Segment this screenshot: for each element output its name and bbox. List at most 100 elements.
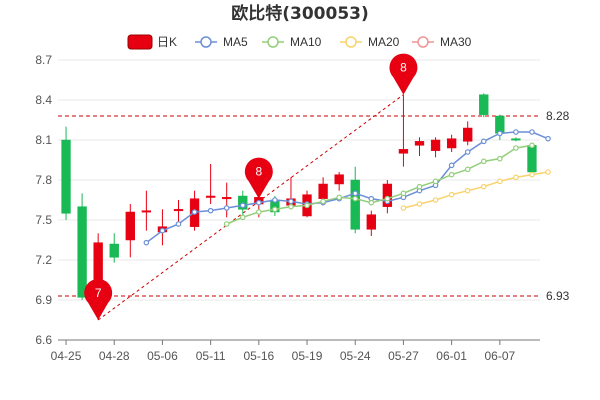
candle bbox=[141, 190, 152, 231]
legend-item-ma5: MA5 bbox=[195, 35, 248, 49]
marker-pin: 8 bbox=[389, 53, 418, 95]
candle bbox=[173, 200, 184, 224]
ma-point-ma5 bbox=[159, 227, 166, 234]
candle bbox=[495, 114, 505, 140]
ma-point-ma20 bbox=[480, 183, 487, 190]
legend-label-k: 日K bbox=[157, 35, 177, 49]
ma-point-ma10 bbox=[464, 166, 471, 173]
candle-body bbox=[398, 149, 409, 154]
marker-pin-shape bbox=[84, 278, 113, 320]
ma-point-ma10 bbox=[432, 178, 439, 185]
candle-body bbox=[382, 183, 393, 207]
candle bbox=[109, 233, 119, 263]
legend-item-k: 日K bbox=[127, 34, 177, 50]
marker-pin-shape bbox=[389, 53, 418, 95]
ma-line-ma20 bbox=[403, 171, 549, 209]
ma-point-ma20 bbox=[545, 169, 551, 175]
ma-point-ma20 bbox=[448, 191, 455, 198]
ma-point-ma10 bbox=[368, 199, 375, 206]
legend: 日K MA5 MA10 MA20 MA30 bbox=[127, 34, 472, 50]
ma-point-ma5 bbox=[480, 138, 487, 145]
candle-body bbox=[125, 211, 135, 241]
x-tick-label: 06-07 bbox=[484, 349, 515, 363]
ma-point-ma10 bbox=[288, 203, 294, 210]
candle bbox=[463, 121, 473, 146]
candle bbox=[430, 137, 441, 158]
candle-body bbox=[511, 138, 521, 141]
x-tick-label: 06-01 bbox=[436, 349, 467, 363]
ma-point-ma5 bbox=[464, 149, 471, 155]
legend-item-ma30: MA30 bbox=[412, 35, 472, 49]
ma-point-ma20 bbox=[400, 205, 407, 211]
reference-line-label: 8.28 bbox=[546, 109, 570, 123]
ma-point-ma5 bbox=[143, 239, 150, 246]
ma-point-ma10 bbox=[256, 209, 262, 215]
y-tick-label: 8.7 bbox=[35, 53, 52, 67]
ma-point-ma10 bbox=[400, 190, 407, 197]
ma-point-ma10 bbox=[497, 155, 503, 162]
ma-point-ma5 bbox=[175, 221, 182, 227]
candle-body bbox=[479, 94, 489, 115]
ma-point-ma5 bbox=[529, 129, 535, 135]
marker-pin: 8 bbox=[244, 157, 273, 199]
ma-point-ma5 bbox=[448, 162, 455, 169]
x-tick-label: 05-19 bbox=[292, 349, 323, 363]
candle bbox=[414, 137, 425, 156]
ma-point-ma20 bbox=[416, 201, 423, 207]
x-tick-label: 04-28 bbox=[99, 349, 130, 363]
ma-point-ma10 bbox=[384, 195, 391, 202]
ma-point-ma10 bbox=[416, 183, 423, 190]
ma-point-ma10 bbox=[272, 206, 278, 213]
candle-body bbox=[366, 214, 376, 230]
x-tick-label: 05-16 bbox=[243, 349, 274, 363]
ma-point-ma10 bbox=[480, 158, 487, 165]
candle-body bbox=[109, 243, 119, 258]
legend-label-ma20: MA20 bbox=[368, 35, 400, 49]
ma-point-ma5 bbox=[288, 198, 294, 205]
ma-point-ma10 bbox=[352, 195, 359, 202]
y-tick-label: 7.5 bbox=[35, 213, 52, 227]
legend-swatch-dot-ma30 bbox=[417, 36, 429, 48]
legend-swatch-k bbox=[127, 34, 153, 50]
ma-point-ma5 bbox=[207, 207, 214, 214]
x-tick-label: 05-11 bbox=[196, 349, 226, 363]
candle bbox=[205, 164, 216, 204]
legend-label-ma30: MA30 bbox=[440, 35, 472, 49]
ma-point-ma10 bbox=[529, 142, 535, 149]
x-tick-label: 05-24 bbox=[340, 349, 371, 363]
markers: 7 8 8 bbox=[84, 53, 418, 320]
ma-point-ma10 bbox=[223, 221, 230, 227]
y-tick-label: 6.6 bbox=[35, 333, 52, 347]
candle-body bbox=[414, 141, 425, 146]
ma-point-ma10 bbox=[513, 145, 519, 151]
candle bbox=[479, 93, 489, 118]
ma-point-ma5 bbox=[352, 190, 359, 197]
x-axis: 04-25 04-28 05-06 05-11 05-16 05-19 05-24 05-27… bbox=[51, 339, 540, 363]
candle-body bbox=[205, 195, 216, 198]
ma-point-ma5 bbox=[256, 199, 262, 206]
candle-body bbox=[141, 210, 152, 213]
chart-title: 欧比特(300053) bbox=[231, 3, 369, 24]
candle bbox=[77, 193, 87, 300]
x-tick-label: 04-25 bbox=[51, 349, 82, 363]
y-axis-labels: 6.6 6.9 7.2 7.5 7.8 8.1 8.4 8.7 bbox=[35, 53, 52, 347]
candle bbox=[446, 134, 457, 152]
legend-swatch-dot-ma20 bbox=[345, 36, 357, 48]
candle bbox=[398, 94, 409, 167]
x-tick-label: 05-27 bbox=[388, 349, 419, 363]
ma-point-ma5 bbox=[239, 202, 246, 209]
candle bbox=[61, 126, 71, 220]
ma-point-ma10 bbox=[304, 202, 310, 209]
ma-point-ma20 bbox=[513, 174, 519, 181]
ma-point-ma10 bbox=[448, 171, 455, 178]
moving-averages bbox=[143, 129, 551, 246]
marker-pin-label: 7 bbox=[95, 286, 102, 300]
candle-body bbox=[318, 183, 328, 199]
ma-point-ma10 bbox=[320, 198, 326, 205]
legend-item-ma20: MA20 bbox=[340, 35, 400, 49]
candle bbox=[334, 172, 344, 191]
x-tick-label: 05-06 bbox=[147, 349, 178, 363]
reference-line-label: 6.93 bbox=[546, 289, 570, 303]
marker-pin-label: 8 bbox=[255, 165, 262, 179]
